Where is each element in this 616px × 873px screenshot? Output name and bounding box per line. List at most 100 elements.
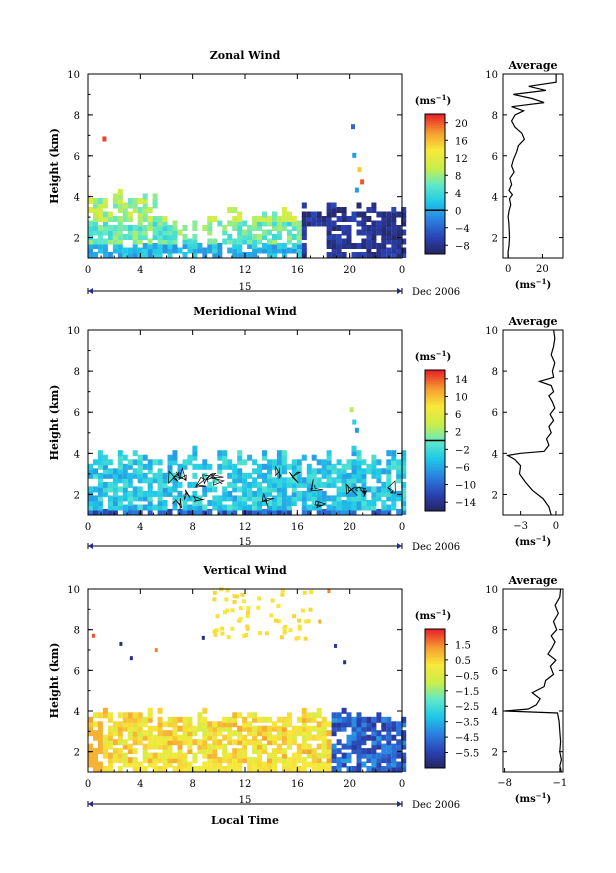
heatmap-speckle bbox=[215, 614, 220, 619]
x-tick-label: 0 bbox=[399, 522, 405, 533]
colorbar-swatch bbox=[425, 412, 445, 416]
heatmap-speckle bbox=[220, 631, 225, 636]
colorbar-tick-label: −2 bbox=[455, 445, 470, 456]
y-axis: 2 4 6 8 10 Height (km) bbox=[48, 585, 402, 773]
colorbar-tick-label: 16 bbox=[455, 136, 468, 147]
heatmap-speckle bbox=[288, 628, 293, 633]
average-y-tick-label: 6 bbox=[492, 152, 498, 163]
colorbar-swatch bbox=[425, 207, 445, 211]
colorbar-swatch bbox=[425, 381, 445, 385]
colorbar-swatch bbox=[425, 666, 445, 669]
colorbar-swatch bbox=[425, 384, 445, 387]
colorbar-swatch bbox=[425, 642, 445, 646]
colorbar-swatch bbox=[425, 370, 445, 373]
colorbar-swatch bbox=[425, 684, 445, 688]
colorbar-swatch bbox=[425, 116, 445, 120]
colorbar-swatch bbox=[425, 186, 445, 190]
date-suffix: Dec 2006 bbox=[412, 542, 460, 553]
heatmap-speckle bbox=[214, 628, 219, 633]
date-bar: 15 Dec 2006 bbox=[87, 795, 460, 811]
colorbar-swatch bbox=[425, 398, 445, 402]
date-suffix: Dec 2006 bbox=[412, 800, 460, 811]
colorbar-swatch bbox=[425, 656, 445, 660]
x-tick-label: 0 bbox=[85, 265, 91, 276]
heatmap-speckle bbox=[244, 633, 249, 638]
average-x-tick-label: −1 bbox=[552, 778, 567, 789]
colorbar-swatch bbox=[425, 482, 445, 486]
colorbar-swatch bbox=[425, 744, 445, 748]
y-tick-label: 10 bbox=[67, 585, 80, 596]
y-tick-label: 8 bbox=[74, 367, 80, 378]
colorbar-swatch bbox=[425, 454, 445, 458]
colorbar-tick-label: −3.5 bbox=[455, 718, 479, 729]
colorbar-tick-label: 20 bbox=[455, 119, 468, 130]
heatmap-speckle bbox=[154, 648, 158, 653]
colorbar-tick-label: 6 bbox=[455, 410, 461, 421]
colorbar-swatch bbox=[425, 707, 445, 711]
heatmap-speckle bbox=[225, 608, 230, 613]
average-x-tick-label: 0 bbox=[505, 264, 511, 275]
colorbar-swatch bbox=[425, 466, 445, 470]
colorbar-swatch bbox=[425, 200, 445, 204]
colorbar-swatch bbox=[425, 631, 445, 635]
y-axis-label: Height (km) bbox=[48, 128, 61, 204]
colorbar-swatch bbox=[425, 503, 445, 507]
heatmap-speckle bbox=[226, 635, 231, 640]
heatmap-speckle bbox=[270, 598, 275, 603]
colorbar-swatch bbox=[425, 723, 445, 727]
heatmap-speckle bbox=[242, 599, 247, 604]
x-tick-label: 0 bbox=[85, 779, 91, 790]
average-frame bbox=[502, 73, 564, 259]
colorbar-swatch bbox=[425, 447, 445, 451]
colorbar-swatch bbox=[425, 659, 445, 662]
colorbar-unit: (ms−1) bbox=[415, 608, 451, 622]
date-arrow-left bbox=[88, 543, 93, 549]
colorbar-swatch bbox=[425, 456, 445, 460]
colorbar-swatch bbox=[425, 216, 445, 220]
colorbar-swatch bbox=[425, 647, 445, 651]
colorbar-swatch bbox=[425, 703, 445, 706]
colorbar-swatch bbox=[425, 428, 445, 432]
colorbar-tick-label: −4.5 bbox=[455, 733, 479, 744]
colorbar-tick-label: −5.5 bbox=[455, 749, 479, 760]
x-tick-label: 4 bbox=[137, 522, 143, 533]
colorbar-unit-close: ) bbox=[446, 611, 451, 622]
y-axis-label: Height (km) bbox=[48, 385, 61, 461]
heatmap-speckle bbox=[245, 610, 250, 615]
date-bar: 15 Dec 2006 bbox=[87, 282, 460, 298]
x-tick-label: 0 bbox=[85, 522, 91, 533]
average-x-label: (ms−1) bbox=[515, 534, 551, 548]
colorbar-swatch bbox=[425, 400, 445, 404]
x-tick-label: 20 bbox=[343, 265, 356, 276]
colorbar-swatch bbox=[425, 754, 445, 757]
average-y-tick-label: 10 bbox=[485, 70, 498, 81]
heatmap-speckle bbox=[309, 590, 314, 595]
colorbar-swatch bbox=[425, 188, 445, 192]
colorbar-swatch bbox=[425, 698, 445, 702]
colorbar-swatch bbox=[425, 388, 445, 392]
colorbar-swatch bbox=[425, 663, 445, 667]
average-y-tick-label: 4 bbox=[492, 193, 498, 204]
average-panel: Average 2 4 6 8 10 −8 −1(ms−1) bbox=[485, 574, 567, 805]
y-tick-label: 2 bbox=[74, 490, 80, 501]
colorbar-swatch bbox=[425, 635, 445, 639]
x-tick-label: 16 bbox=[291, 522, 304, 533]
colorbar-swatch bbox=[425, 118, 445, 122]
date-bar: 15 Dec 2006 bbox=[87, 537, 460, 553]
colorbar-swatch bbox=[425, 121, 445, 124]
colorbar-swatch bbox=[425, 679, 445, 683]
average-y-tick-label: 2 bbox=[492, 748, 498, 759]
heatmap-cells bbox=[88, 407, 407, 515]
colorbar-swatch bbox=[425, 689, 445, 693]
colorbar-frame bbox=[424, 628, 446, 769]
colorbar-unit: (ms−1) bbox=[415, 349, 451, 363]
colorbar-swatch bbox=[425, 506, 445, 510]
colorbar-swatch bbox=[425, 409, 445, 413]
colorbar-swatch bbox=[425, 485, 445, 488]
heatmap-speckle bbox=[235, 594, 240, 599]
heatmap-speckle bbox=[304, 619, 309, 624]
average-title: Average bbox=[507, 315, 557, 328]
heatmap-speckle bbox=[276, 619, 281, 624]
colorbar-swatch bbox=[425, 633, 445, 637]
colorbar-swatch bbox=[425, 251, 445, 255]
